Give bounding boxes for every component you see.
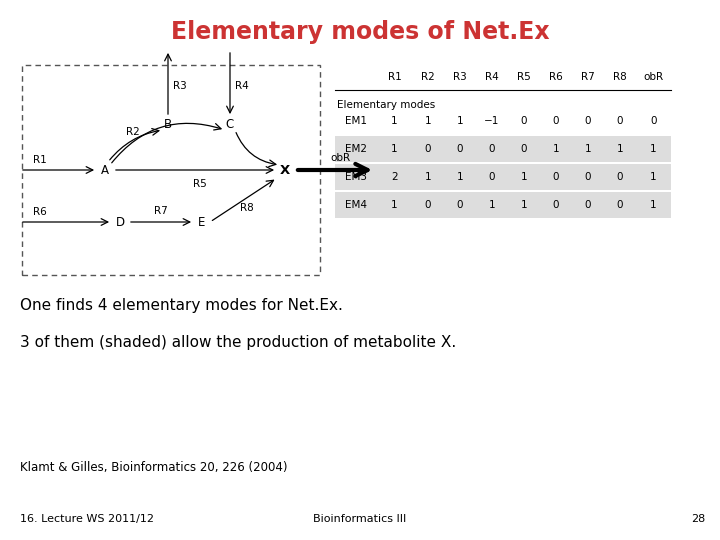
Bar [335,164,671,190]
FancyArrowPatch shape [112,123,221,163]
Text: R8: R8 [613,72,627,82]
Text: −1: −1 [485,116,500,126]
Bar [335,192,671,218]
Text: 1: 1 [585,144,591,154]
Text: 1: 1 [456,172,463,182]
Text: 1: 1 [391,116,398,126]
Text: EM2: EM2 [345,144,367,154]
Text: 16. Lecture WS 2011/12: 16. Lecture WS 2011/12 [20,515,154,524]
Bar [335,137,671,161]
Text: R3: R3 [453,72,467,82]
Text: R4: R4 [235,81,249,91]
Text: 1: 1 [617,144,624,154]
Text: Elementary modes of Net.Ex: Elementary modes of Net.Ex [171,20,549,44]
Text: Elementary modes: Elementary modes [337,100,436,110]
Text: Bioinformatics III: Bioinformatics III [313,515,407,524]
Text: 1: 1 [391,200,398,210]
Text: R5: R5 [193,179,207,189]
Text: 0: 0 [521,116,527,126]
Text: 1: 1 [425,116,431,126]
Text: 3 of them (shaded) allow the production of metabolite X.: 3 of them (shaded) allow the production … [20,335,456,350]
Text: 0: 0 [489,144,495,154]
Text: 1: 1 [650,144,657,154]
Text: 0: 0 [553,116,559,126]
Text: R1: R1 [33,155,47,165]
Text: 0: 0 [425,200,431,210]
Text: EM3: EM3 [345,172,367,182]
Text: R5: R5 [517,72,531,82]
Text: 0: 0 [456,144,463,154]
Text: EM1: EM1 [345,116,367,126]
Text: 0: 0 [521,144,527,154]
Text: One finds 4 elementary modes for Net.Ex.: One finds 4 elementary modes for Net.Ex. [20,298,343,313]
Text: 1: 1 [456,116,463,126]
Text: 0: 0 [617,116,624,126]
Text: 1: 1 [650,200,657,210]
Text: 2: 2 [391,172,398,182]
Text: C: C [226,118,234,132]
Text: obR: obR [644,72,664,82]
Text: R7: R7 [581,72,595,82]
Text: 0: 0 [456,200,463,210]
Text: 0: 0 [553,200,559,210]
FancyArrowPatch shape [109,129,159,160]
Text: R6: R6 [549,72,563,82]
Text: 0: 0 [585,200,591,210]
Text: 1: 1 [553,144,559,154]
Text: 0: 0 [489,172,495,182]
Text: 1: 1 [650,172,657,182]
Text: 0: 0 [617,172,624,182]
Text: 0: 0 [585,172,591,182]
Text: 0: 0 [553,172,559,182]
Text: obR: obR [330,153,350,163]
Text: A: A [101,164,109,177]
Text: 1: 1 [391,144,398,154]
Text: 0: 0 [425,144,431,154]
Text: 1: 1 [489,200,495,210]
Text: R3: R3 [173,81,187,91]
Text: 1: 1 [521,200,527,210]
Text: R6: R6 [33,207,47,217]
Text: 1: 1 [521,172,527,182]
Text: Klamt & Gilles, Bioinformatics 20, 226 (2004): Klamt & Gilles, Bioinformatics 20, 226 (… [20,461,287,474]
Text: E: E [198,215,206,228]
Text: R8: R8 [240,203,254,213]
Text: 0: 0 [585,116,591,126]
Bar [22,65,320,275]
Text: R2: R2 [421,72,435,82]
Text: R4: R4 [485,72,499,82]
Text: EM4: EM4 [345,200,367,210]
Text: R1: R1 [387,72,401,82]
FancyArrowPatch shape [236,133,276,167]
Text: 0: 0 [617,200,624,210]
Text: 28: 28 [690,515,705,524]
Text: 0: 0 [650,116,657,126]
Text: X: X [280,164,290,177]
Text: 1: 1 [425,172,431,182]
Text: R2: R2 [126,127,140,137]
Text: B: B [164,118,172,132]
Text: D: D [115,215,125,228]
Text: R7: R7 [154,206,168,216]
